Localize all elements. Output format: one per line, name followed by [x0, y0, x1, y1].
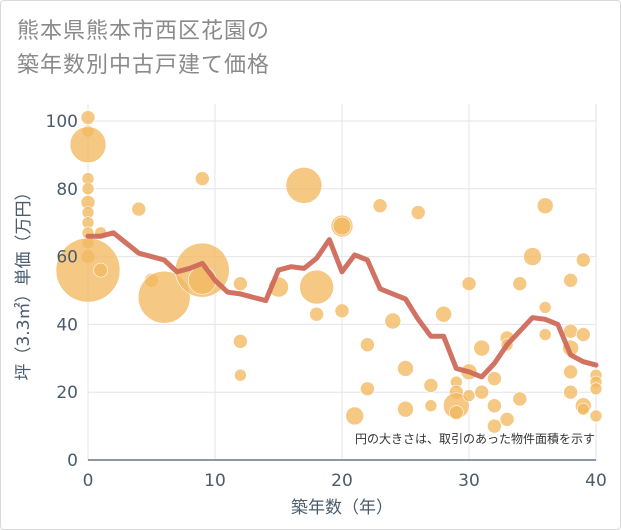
bubble — [234, 368, 247, 382]
y-tick-label: 0 — [67, 451, 78, 471]
y-tick-label: 40 — [56, 315, 78, 335]
bubble — [487, 398, 502, 414]
bubble — [372, 198, 388, 214]
y-tick-label: 20 — [56, 383, 78, 403]
bubble-series — [55, 110, 603, 434]
x-tick-label: 40 — [585, 471, 607, 491]
chart-title-line-1: 熊本県熊本市西区花園の — [17, 19, 271, 44]
bubble — [93, 262, 108, 278]
bubble — [334, 303, 350, 319]
bubble — [309, 306, 324, 322]
bubble — [360, 337, 375, 353]
bubble — [563, 273, 578, 288]
chart-title: 熊本県熊本市西区花園の 築年数別中古戸建て価格 — [17, 15, 270, 83]
bubble — [538, 301, 552, 314]
bubble — [80, 110, 96, 125]
axes: 0 20 40 60 80 100 0 10 20 30 40 — [46, 112, 607, 491]
bubble — [523, 247, 542, 266]
trend-line-series — [85, 230, 599, 380]
bubble — [410, 205, 426, 220]
bubble — [233, 276, 248, 291]
bubble — [397, 400, 414, 418]
bubble — [536, 197, 554, 215]
bubble — [499, 412, 515, 427]
bubble — [299, 269, 334, 305]
bubble — [448, 405, 464, 420]
bubble — [345, 406, 365, 426]
bubble — [589, 382, 603, 396]
x-tick-label: 10 — [204, 471, 226, 491]
bubble — [563, 323, 578, 339]
bubble — [360, 381, 375, 397]
trend-line — [85, 230, 599, 380]
bubble — [195, 171, 210, 186]
y-axis-label: 坪（3.3㎡）単価（万円） — [14, 183, 34, 380]
bubble — [69, 126, 107, 163]
bubble — [512, 391, 528, 407]
bubble — [462, 389, 476, 402]
bubble — [563, 364, 578, 380]
x-tick-label: 0 — [83, 471, 94, 491]
bubble — [575, 327, 591, 342]
bubble — [423, 378, 439, 393]
bubble — [538, 328, 552, 341]
chart-title-line-2: 築年数別中古戸建て価格 — [17, 53, 271, 78]
y-tick-label: 60 — [56, 248, 78, 268]
bubble — [563, 384, 578, 400]
bubble — [332, 216, 352, 236]
bubble — [473, 339, 491, 357]
bubble — [435, 305, 452, 323]
bubble — [575, 252, 591, 268]
bubble — [512, 276, 528, 291]
y-tick-label: 80 — [56, 180, 78, 200]
bubble — [424, 399, 438, 413]
bubble — [137, 270, 191, 324]
bubble — [474, 384, 490, 400]
x-tick-label: 30 — [458, 471, 480, 491]
bubble — [576, 402, 590, 416]
bubble — [285, 167, 323, 204]
bubble-size-note: 円の大きさは、取引のあった物件面積を示す — [355, 431, 595, 446]
bubble — [233, 334, 248, 349]
bubble — [461, 276, 477, 291]
bubble — [589, 409, 603, 423]
bubble — [487, 371, 502, 386]
x-tick-label: 20 — [331, 471, 353, 491]
bubble — [81, 182, 95, 196]
bubble — [397, 360, 414, 377]
bubble — [131, 201, 147, 217]
bubble — [487, 418, 502, 434]
bubble — [384, 312, 402, 330]
y-tick-label: 100 — [46, 112, 78, 132]
x-axis-label: 築年数（年） — [291, 498, 393, 518]
